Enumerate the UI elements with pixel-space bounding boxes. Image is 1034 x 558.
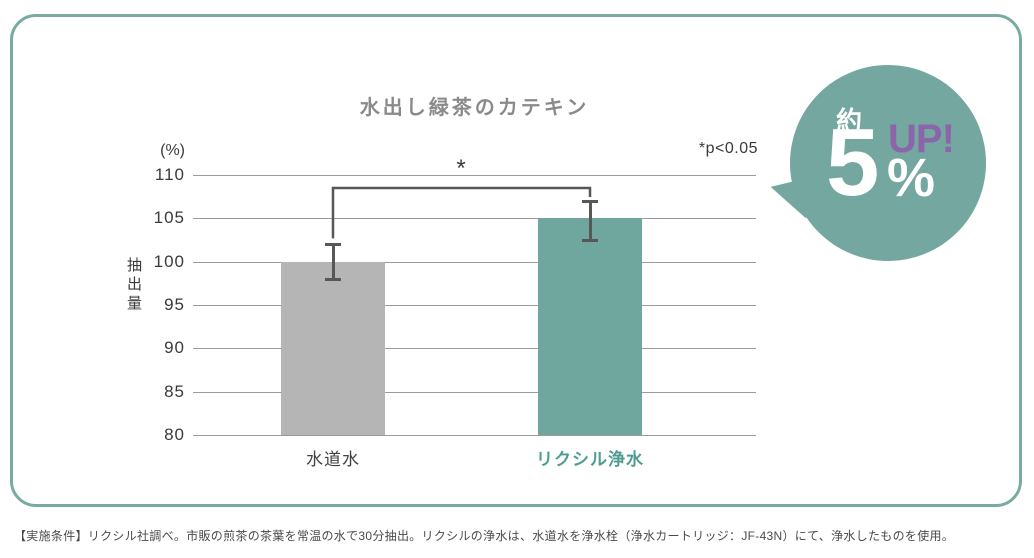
y-tick-label: 95	[164, 295, 185, 314]
y-tick-label: 110	[154, 165, 185, 184]
y-tick-label: 90	[164, 338, 185, 358]
gridline	[193, 218, 756, 220]
error-bar-cap	[325, 277, 341, 281]
error-bar-cap	[325, 242, 341, 246]
gridline	[193, 261, 756, 263]
gridline	[193, 435, 756, 436]
plot-area: (%) *p<0.05 抽出量 80 85 90 95 100 105 110 水道水 リクシ…	[125, 140, 757, 469]
gridline	[193, 175, 756, 176]
gridline	[193, 348, 756, 350]
badge-percent-sign: %	[887, 148, 936, 208]
badge-up-label: UP!	[888, 117, 955, 161]
error-bar-line	[588, 201, 592, 240]
bar-1	[538, 218, 642, 435]
badge-value: 5	[826, 109, 879, 216]
significance-asterisk: *	[456, 155, 466, 182]
y-axis-label: 抽出量	[125, 257, 142, 314]
x-category-label: リクシル浄水	[536, 450, 644, 469]
footnote: 【実施条件】リクシル社調べ。市販の煎茶の茶葉を常温の水で30分抽出。リクシルの浄…	[14, 529, 955, 543]
chart-title: 水出し緑茶のカテキン	[359, 97, 590, 119]
y-tick-label: 105	[153, 208, 185, 228]
bar-0	[281, 261, 385, 435]
y-tick-label: 85	[164, 381, 185, 401]
speech-bubble-tail-icon	[765, 165, 817, 219]
p-value-note: *p<0.05	[698, 140, 758, 157]
error-bar-cap	[582, 238, 598, 242]
x-category-label: 水道水	[306, 450, 360, 469]
y-axis-unit: (%)	[160, 142, 185, 159]
gridline	[193, 305, 756, 306]
y-tick-label: 100	[153, 251, 185, 271]
percent-up-badge: 約 5 % UP!	[765, 65, 986, 261]
error-bar-line	[331, 244, 335, 279]
gridline	[193, 391, 756, 393]
chart-card: 水出し緑茶のカテキン (%) *p<0.05 抽出量 80 85 90 95 100 10…	[10, 14, 1022, 507]
y-tick-label: 80	[164, 425, 185, 444]
badge-prefix: 約	[836, 106, 863, 136]
error-bar-cap	[582, 199, 598, 203]
